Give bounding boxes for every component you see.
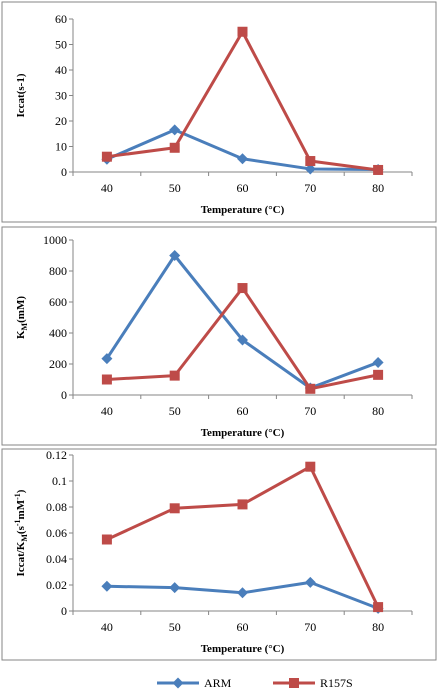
y-tick-label: 0.1 <box>52 474 67 488</box>
chart-frame <box>1 1 437 223</box>
y-tick-label: 0.04 <box>46 552 67 566</box>
data-point-arm <box>372 356 384 368</box>
y-tick-label: 1000 <box>43 233 67 247</box>
y-tick-label: 0 <box>61 165 67 179</box>
x-tick-label: 40 <box>101 404 113 418</box>
data-point-arm <box>169 250 181 261</box>
x-tick-label: 40 <box>101 620 113 634</box>
y-axis-title: Iccat(s-1) <box>15 73 27 117</box>
chart-panel-3: 0 0.02 0.04 0.06 0.08 0.1 0.12 40 50 60 70 80 Temper… <box>1 448 437 661</box>
y-tick-label: 800 <box>49 264 67 278</box>
x-axis-title: Temperature (°C) <box>201 427 285 439</box>
data-point-r157s <box>237 26 248 37</box>
chart-panel-1: 0 10 20 30 40 50 60 40 50 60 70 80 Temperature (°C) I… <box>1 1 437 223</box>
data-point-arm <box>169 582 181 594</box>
chart-panel-2: 0 200 400 600 800 1000 40 50 60 70 80 Temperature (… <box>1 226 437 446</box>
x-tick-label: 50 <box>169 181 181 195</box>
data-point-r157s <box>305 383 316 394</box>
y-tick-label: 200 <box>49 357 67 371</box>
y-tick-label: 0.06 <box>46 526 67 540</box>
y-tick-label: 40 <box>55 63 67 77</box>
x-tick-label: 60 <box>237 181 249 195</box>
legend-swatch-marker <box>172 677 184 689</box>
data-point-arm <box>237 334 248 346</box>
data-point-r157s <box>237 283 248 294</box>
data-point-r157s <box>373 164 384 175</box>
data-point-r157s <box>237 499 248 510</box>
y-axis-title: KM(mM) <box>15 296 29 339</box>
data-point-r157s <box>101 151 112 162</box>
y-tick-label: 50 <box>55 38 67 52</box>
y-tick-label: 10 <box>55 140 67 154</box>
chart-frame <box>1 226 437 446</box>
data-point-arm <box>169 124 181 136</box>
data-point-r157s <box>373 602 384 613</box>
y-axis-title: Iccat/KM(s-1mM-1) <box>13 489 29 576</box>
y-tick-label: 0 <box>61 388 67 402</box>
data-point-arm <box>304 163 316 175</box>
x-tick-label: 70 <box>304 181 316 195</box>
x-tick-label: 80 <box>372 620 384 634</box>
y-tick-label: 600 <box>49 295 67 309</box>
data-point-r157s <box>101 374 112 385</box>
data-point-arm <box>304 576 316 588</box>
data-point-r157s <box>373 369 384 380</box>
data-point-r157s <box>169 370 180 381</box>
y-tick-label: 30 <box>55 89 67 103</box>
data-point-r157s <box>169 142 180 153</box>
chart-frame <box>1 448 437 661</box>
y-tick-label: 20 <box>55 114 67 128</box>
x-tick-label: 70 <box>304 620 316 634</box>
x-axis-title: Temperature (°C) <box>201 643 285 655</box>
data-point-r157s <box>169 503 180 514</box>
data-point-arm <box>101 353 113 365</box>
legend-swatch-marker <box>289 678 299 688</box>
legend-label: ARM <box>204 676 232 690</box>
x-axis-title: Temperature (°C) <box>201 204 285 216</box>
data-point-r157s <box>101 534 112 545</box>
x-tick-label: 40 <box>101 181 113 195</box>
data-point-arm <box>237 153 248 165</box>
x-tick-label: 60 <box>237 620 249 634</box>
x-tick-label: 50 <box>169 404 181 418</box>
y-tick-label: 0 <box>61 604 67 618</box>
legend-label: R157S <box>320 676 353 690</box>
series-line-arm <box>105 254 379 390</box>
y-tick-label: 0.08 <box>46 500 67 514</box>
x-tick-label: 80 <box>372 181 384 195</box>
data-point-r157s <box>305 461 316 472</box>
series-line-r157s <box>106 30 379 172</box>
data-point-arm <box>101 580 113 592</box>
x-tick-label: 80 <box>372 404 384 418</box>
x-tick-label: 60 <box>237 404 249 418</box>
y-tick-label: 0.12 <box>46 448 67 462</box>
x-tick-label: 50 <box>169 620 181 634</box>
x-tick-label: 70 <box>304 404 316 418</box>
data-point-arm <box>237 587 248 599</box>
data-point-r157s <box>305 156 316 167</box>
y-tick-label: 60 <box>55 12 67 26</box>
legend-item-arm: ARM <box>157 676 232 690</box>
y-tick-label: 0.02 <box>46 578 67 592</box>
legend-item-r157s: R157S <box>273 676 353 690</box>
y-tick-label: 400 <box>49 326 67 340</box>
legend: ARM R157S <box>157 676 353 690</box>
